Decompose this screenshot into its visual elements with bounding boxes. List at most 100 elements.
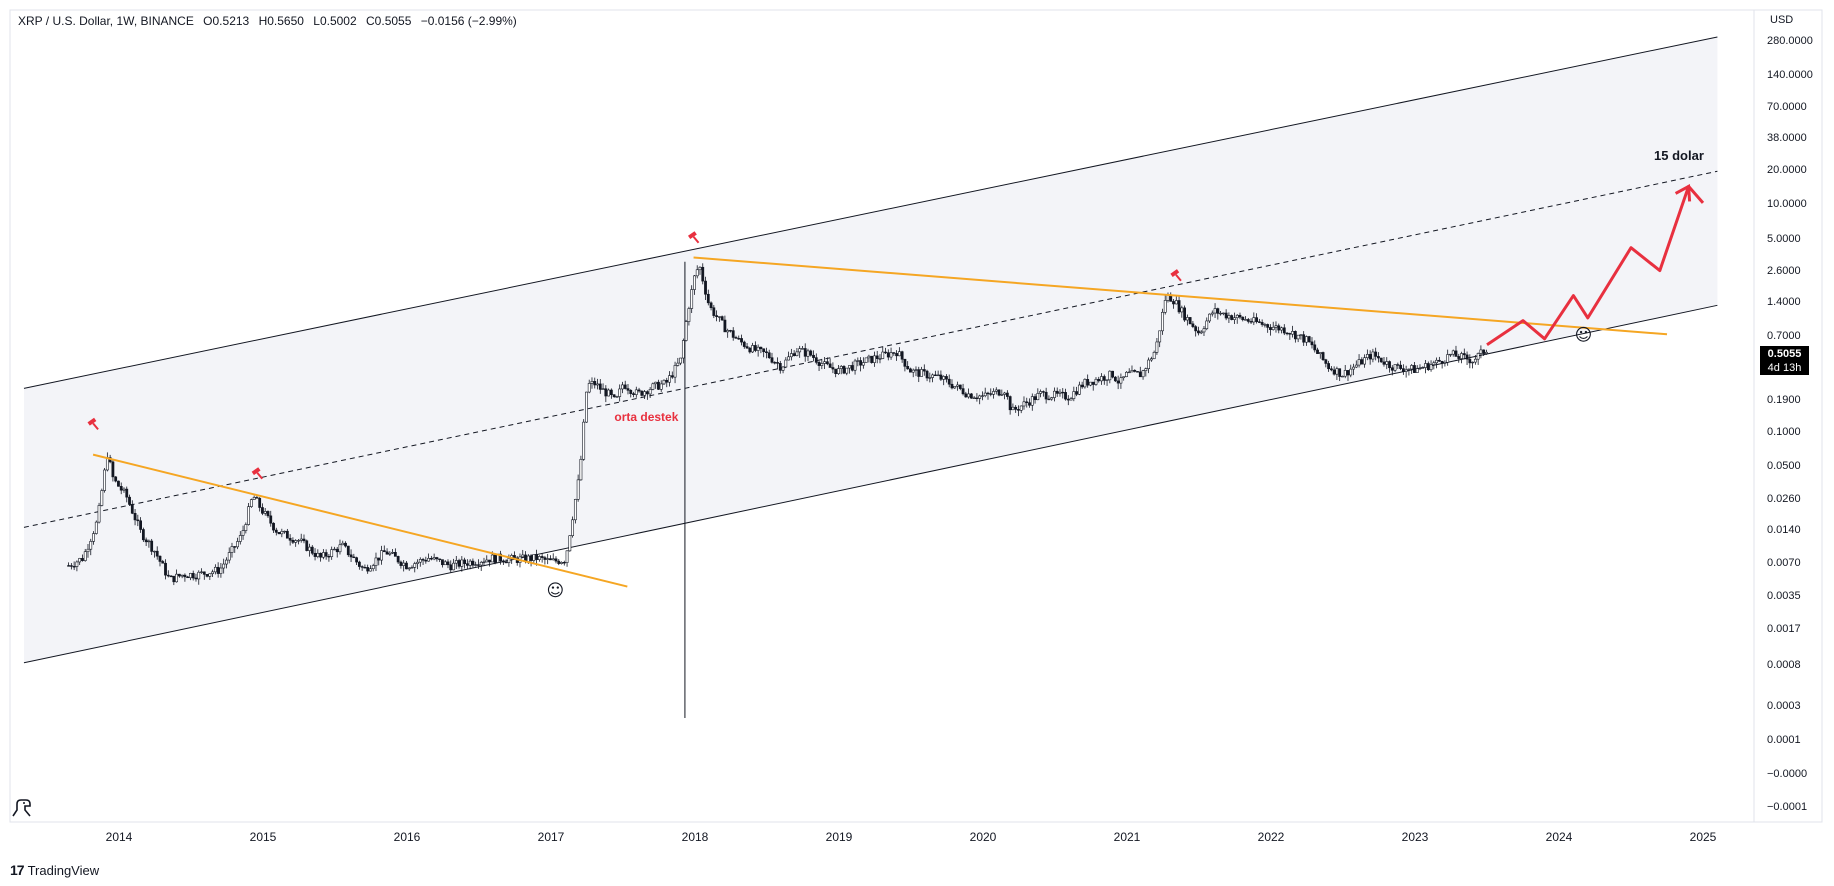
candle-body bbox=[216, 566, 220, 574]
candle-body bbox=[297, 540, 300, 542]
candle-body bbox=[1163, 300, 1167, 313]
candle-body bbox=[407, 567, 411, 570]
candle-body bbox=[479, 561, 483, 566]
candle-body bbox=[621, 384, 624, 390]
candle-body bbox=[1437, 359, 1441, 362]
candle-body bbox=[922, 369, 926, 372]
candle-body bbox=[535, 554, 539, 560]
candle-body bbox=[654, 381, 658, 385]
candle-body bbox=[945, 376, 948, 380]
price-axis[interactable]: 280.0000 140.0000 70.0000 38.0000 20.0000 10.… bbox=[1767, 35, 1813, 813]
candle-body bbox=[302, 538, 306, 542]
candle-body bbox=[1235, 314, 1239, 319]
candle-body bbox=[194, 577, 198, 580]
candle-body bbox=[897, 351, 901, 357]
candle-body bbox=[504, 561, 508, 564]
candle-body bbox=[1410, 365, 1414, 370]
candle-body bbox=[366, 567, 370, 572]
candle-body bbox=[964, 393, 968, 398]
candle-body bbox=[778, 363, 782, 371]
candle-body bbox=[701, 266, 705, 282]
symbol-header[interactable]: XRP / U.S. Dollar, 1W, BINANCE O0.5213 H… bbox=[18, 14, 523, 28]
candle-body bbox=[1299, 334, 1303, 336]
candle-body bbox=[698, 266, 702, 271]
candle-body bbox=[1005, 392, 1009, 397]
dinosaur-icon[interactable] bbox=[10, 796, 36, 822]
candle-body bbox=[1191, 323, 1195, 327]
candle-body bbox=[637, 389, 641, 392]
candle-body bbox=[1352, 366, 1355, 370]
candle-body bbox=[1332, 369, 1336, 375]
candle-body bbox=[266, 511, 270, 517]
candle-body bbox=[377, 557, 381, 561]
candle-body bbox=[587, 383, 591, 393]
candle-body bbox=[183, 574, 187, 578]
candle-body bbox=[781, 366, 785, 371]
candle-body bbox=[742, 341, 746, 347]
candle-body bbox=[1050, 397, 1054, 400]
candle-body bbox=[607, 389, 611, 397]
candle-body bbox=[1404, 369, 1408, 372]
candle-body bbox=[850, 365, 854, 371]
candle-body bbox=[1313, 344, 1317, 351]
brand-logo[interactable]: 17 TradingView bbox=[10, 862, 99, 878]
candle-body bbox=[823, 361, 827, 364]
candle-body bbox=[474, 564, 478, 566]
candle-body bbox=[1390, 367, 1394, 371]
price-tick-label: 0.0003 bbox=[1767, 700, 1801, 712]
candle-body bbox=[920, 369, 923, 377]
candle-body bbox=[914, 369, 918, 371]
candle-body bbox=[338, 544, 342, 553]
candle-body bbox=[344, 542, 347, 547]
candle-body bbox=[202, 571, 206, 575]
price-tick-label: 5.0000 bbox=[1767, 233, 1801, 245]
candle-body bbox=[1349, 368, 1353, 376]
candle-body bbox=[975, 397, 979, 399]
time-tick-label: 2025 bbox=[1690, 830, 1717, 844]
candle-body bbox=[1454, 350, 1458, 357]
bar-countdown: 4d 13h bbox=[1767, 362, 1802, 374]
candle-body bbox=[1011, 406, 1015, 411]
price-tick-label: 70.0000 bbox=[1767, 101, 1807, 113]
candle-body bbox=[247, 506, 251, 525]
price-tick-label: 0.0500 bbox=[1767, 460, 1801, 472]
candle-body bbox=[313, 552, 317, 557]
candle-body bbox=[1407, 368, 1411, 371]
candle-body bbox=[906, 366, 910, 370]
candle-body bbox=[1293, 331, 1297, 340]
candle-body bbox=[413, 563, 417, 568]
candle-body bbox=[1460, 353, 1463, 359]
candle-body bbox=[931, 374, 935, 378]
candle-body bbox=[1446, 354, 1450, 363]
candle-body bbox=[482, 561, 486, 563]
candle-body bbox=[1263, 324, 1267, 326]
candle-body bbox=[1185, 317, 1189, 321]
price-tick-label: 0.0070 bbox=[1767, 557, 1801, 569]
candle-body bbox=[1291, 331, 1295, 335]
candle-body bbox=[978, 395, 982, 399]
candle-body bbox=[615, 396, 619, 398]
candle-body bbox=[773, 362, 777, 364]
candle-body bbox=[776, 362, 779, 364]
candle-body bbox=[1022, 401, 1026, 407]
candle-body bbox=[441, 559, 444, 566]
time-tick-label: 2015 bbox=[250, 830, 277, 844]
candle-body bbox=[114, 476, 118, 482]
candle-body bbox=[1266, 324, 1270, 328]
candle-body bbox=[435, 557, 439, 560]
candle-body bbox=[1257, 321, 1261, 323]
candle-body bbox=[1053, 390, 1056, 398]
time-axis[interactable]: 2014 2015 2016 2017 2018 2019 2020 2021 2022 2023… bbox=[106, 830, 1717, 844]
candle-body bbox=[825, 361, 829, 365]
candle-body bbox=[189, 573, 192, 579]
candle-body bbox=[319, 552, 323, 558]
candle-body bbox=[1260, 322, 1264, 325]
candle-body bbox=[878, 358, 882, 360]
candle-body bbox=[933, 374, 937, 376]
ohlc-high: H0.5650 bbox=[258, 14, 304, 28]
candle-body bbox=[211, 571, 215, 574]
candle-body bbox=[1357, 359, 1361, 366]
currency-unit[interactable]: USD bbox=[1770, 14, 1794, 26]
candle-body bbox=[784, 359, 788, 368]
